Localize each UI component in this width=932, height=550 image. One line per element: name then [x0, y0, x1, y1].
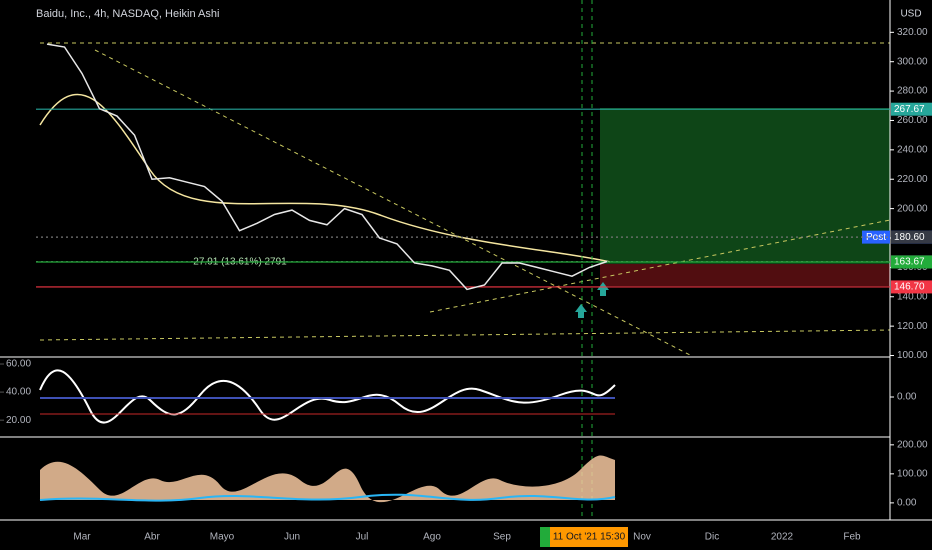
stop-zone — [600, 264, 890, 286]
indicator-area — [40, 455, 615, 503]
x-tick-label: Jun — [284, 532, 300, 543]
price-line — [46, 43, 608, 291]
crosshair-label-bg — [540, 527, 550, 547]
currency: USD — [900, 9, 921, 20]
y2-tick-label: 0.00 — [897, 498, 917, 509]
x-tick-label: Ago — [423, 532, 441, 543]
oscillator-line — [39, 369, 616, 424]
x-tick-label: Sep — [493, 532, 511, 543]
x-tick-label: Feb — [843, 532, 861, 543]
moving-average — [39, 93, 611, 263]
y-tick-label: 60.00 — [6, 359, 31, 370]
crosshair-label: 11 Oct '21 15:30 — [553, 532, 626, 543]
y-tick-label: 260.00 — [897, 115, 928, 126]
y-tick-label: 220.00 — [897, 174, 928, 185]
y-tick-label: 40.00 — [6, 387, 31, 398]
price-label-bg — [891, 280, 932, 294]
y-tick-label: 100.00 — [897, 350, 928, 361]
trend-line — [39, 329, 891, 341]
x-tick-label: 2022 — [771, 532, 794, 543]
y-tick-label: 240.00 — [897, 144, 928, 155]
price-label-bg — [891, 230, 932, 244]
y-tick-label: 300.00 — [897, 56, 928, 67]
price-label: 163.67 — [894, 257, 925, 268]
price-label: 146.70 — [894, 282, 925, 293]
price-label-bg — [891, 102, 932, 116]
y-tick-label: 200.00 — [897, 203, 928, 214]
price-label: 267.67 — [894, 104, 925, 115]
indicator-line — [39, 493, 616, 502]
y2-tick-label: 200.00 — [897, 439, 928, 450]
chart-title: Baidu, Inc., 4h, NASDAQ, Heikin Ashi — [36, 8, 219, 20]
target-zone — [600, 108, 890, 264]
price-label-bg — [891, 255, 932, 269]
trend-line — [429, 219, 891, 313]
y-tick-label: 280.00 — [897, 86, 928, 97]
crosshair-label-bg — [550, 527, 628, 547]
x-tick-label: Mar — [73, 532, 91, 543]
x-tick-label: Dic — [705, 532, 719, 543]
y2-tick-label: 0.00 — [897, 392, 917, 403]
x-tick-label: Nov — [633, 532, 651, 543]
y-tick-label: 120.00 — [897, 321, 928, 332]
x-tick-label: Mayo — [210, 532, 235, 543]
x-tick-label: Jul — [356, 532, 369, 543]
y2-tick-label: 100.00 — [897, 468, 928, 479]
x-tick-label: Abr — [144, 532, 160, 543]
y-tick-label: 320.00 — [897, 27, 928, 38]
arrow-icon — [575, 304, 587, 318]
y-tick-label: 140.00 — [897, 291, 928, 302]
price-label: 180.60 — [894, 232, 925, 243]
arrow-icon — [597, 282, 609, 296]
y-tick-label: 20.00 — [6, 415, 31, 426]
